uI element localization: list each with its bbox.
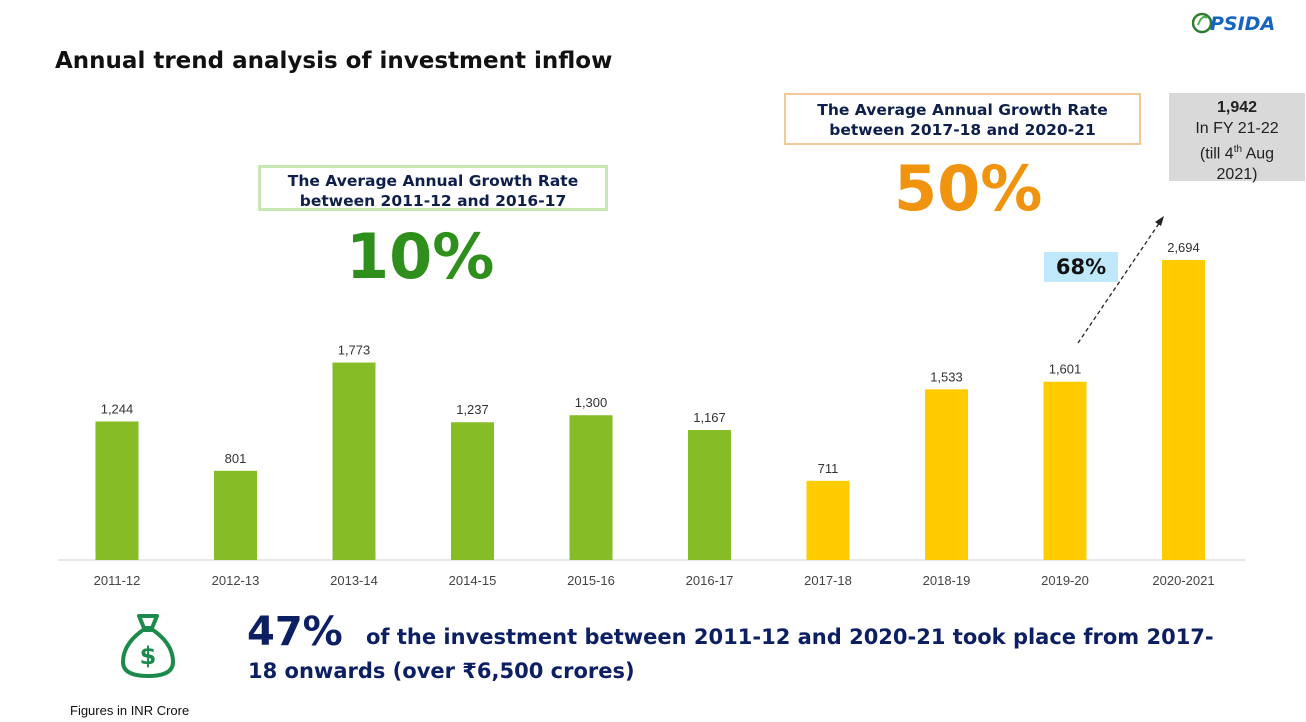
bar-2016-17 — [688, 430, 731, 560]
bar-2012-13 — [214, 470, 257, 560]
upsida-logo: PSIDA — [1192, 12, 1275, 35]
jump-arrow-head — [1155, 216, 1164, 226]
tick-label-2020-2021: 2020-2021 — [1152, 573, 1214, 588]
growth-rate-value-2017-2021: 50% — [894, 152, 1043, 225]
fy22-line3-post: Aug — [1242, 145, 1275, 163]
data-label-2020-2021: 2,694 — [1167, 240, 1200, 255]
fy22-line2: In FY 21-22 — [1195, 120, 1279, 137]
data-label-2017-18: 711 — [818, 461, 839, 476]
data-label-2015-16: 1,300 — [575, 395, 608, 410]
jump-arrow-line — [1077, 221, 1161, 344]
money-bag-icon: $ — [121, 614, 175, 678]
bar-2014-15 — [451, 422, 494, 560]
tick-label-2017-18: 2017-18 — [804, 573, 852, 588]
svg-text:$: $ — [140, 642, 157, 670]
bar-2020-2021 — [1162, 260, 1205, 560]
bar-2018-19 — [925, 389, 968, 560]
growth-rate-box-2011-2017: The Average Annual Growth Rate between 2… — [258, 165, 608, 211]
share-text-line2: 18 onwards (over ₹6,500 crores) — [248, 659, 635, 683]
bar-2019-20 — [1043, 381, 1087, 560]
fy22-line3-sup: th — [1233, 144, 1243, 155]
units-footnote: Figures in INR Crore — [70, 703, 190, 718]
tick-label-2015-16: 2015-16 — [567, 573, 615, 588]
data-label-2016-17: 1,167 — [693, 410, 726, 425]
growth-rate-box-2017-2021: The Average Annual Growth Rate between 2… — [784, 93, 1141, 145]
tick-label-2014-15: 2014-15 — [449, 573, 497, 588]
bar-2013-14 — [332, 362, 376, 560]
growth-rate-line1: The Average Annual Growth Rate — [817, 101, 1108, 119]
bar-2011-12 — [95, 421, 139, 560]
bar-2015-16 — [569, 415, 613, 560]
share-text-line1: of the investment between 2011-12 and 20… — [366, 625, 1214, 649]
tick-label-2019-20: 2019-20 — [1041, 573, 1089, 588]
bar-2017-18 — [806, 480, 850, 560]
fy22-value: 1,942 — [1216, 99, 1258, 116]
page-title: Annual trend analysis of investment infl… — [55, 48, 613, 74]
fy22-callout: 1,942 In FY 21-22 (till 4th Aug 2021) — [1169, 93, 1305, 183]
fy22-line3-pre: (till 4 — [1199, 145, 1234, 163]
growth-rate-value-2011-2017: 10% — [346, 220, 495, 293]
data-label-2018-19: 1,533 — [930, 369, 963, 384]
data-label-2012-13: 801 — [225, 451, 247, 466]
fy22-line4: 2021) — [1216, 166, 1258, 184]
tick-label-2012-13: 2012-13 — [212, 573, 260, 588]
investment-bar-chart: 1,244 2011-12 801 2012-13 1,773 2013-14 1,237 2… — [58, 216, 1245, 588]
growth-rate-line1: The Average Annual Growth Rate — [287, 172, 579, 190]
growth-rate-line2: between 2017-18 and 2020-21 — [829, 121, 1096, 139]
data-label-2019-20: 1,601 — [1049, 362, 1082, 377]
tick-label-2018-19: 2018-19 — [923, 573, 971, 588]
growth-rate-line2: between 2011-12 and 2016-17 — [299, 192, 567, 210]
fy22-line3: (till 4th Aug — [1169, 139, 1305, 164]
tick-label-2016-17: 2016-17 — [686, 573, 734, 588]
tick-label-2011-12: 2011-12 — [94, 573, 141, 588]
jump-percent-badge: 68% — [1044, 252, 1118, 282]
share-percent: 47% — [247, 609, 343, 655]
data-label-2013-14: 1,773 — [338, 343, 371, 358]
tick-label-2013-14: 2013-14 — [330, 573, 378, 588]
svg-text:PSIDA: PSIDA — [1210, 13, 1275, 35]
data-label-2011-12: 1,244 — [101, 401, 134, 416]
data-label-2014-15: 1,237 — [456, 402, 489, 417]
